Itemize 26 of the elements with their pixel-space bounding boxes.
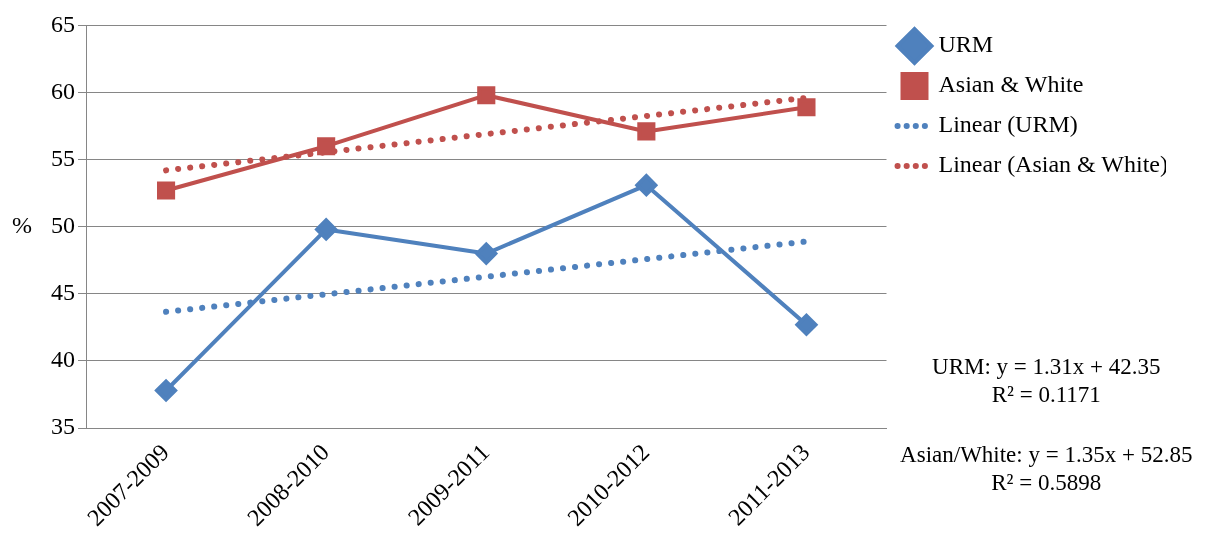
legend-label: URM <box>938 31 994 58</box>
y-tick-label: 65 <box>51 10 75 37</box>
text: Asian/White: y = 1.35x + 52.85 <box>900 442 1193 468</box>
point <box>477 86 496 105</box>
text: URM: y = 1.31x + 42.35 <box>932 354 1161 380</box>
y-tick-label: 45 <box>51 279 75 306</box>
y-tick-label: 60 <box>51 77 75 104</box>
y-axis-title: % <box>12 212 32 239</box>
point <box>155 379 178 402</box>
legend-label: Asian & White <box>938 71 1084 98</box>
point <box>156 181 176 200</box>
legend-label: Linear (URM) <box>938 111 1078 138</box>
y-tick-label: 40 <box>51 346 75 373</box>
legend-label: Linear (Asian & White) <box>938 151 1168 178</box>
point <box>315 218 338 241</box>
point <box>795 313 818 336</box>
y-tick-label: 50 <box>51 212 75 239</box>
point <box>317 137 336 156</box>
point <box>797 98 816 117</box>
point <box>635 174 658 197</box>
y-tick-label: 35 <box>51 413 75 440</box>
point <box>475 242 498 265</box>
text: R² = 0.1171 <box>991 382 1101 408</box>
text: R² = 0.5898 <box>991 470 1102 496</box>
y-tick-label: 55 <box>51 144 75 171</box>
point <box>637 122 656 141</box>
